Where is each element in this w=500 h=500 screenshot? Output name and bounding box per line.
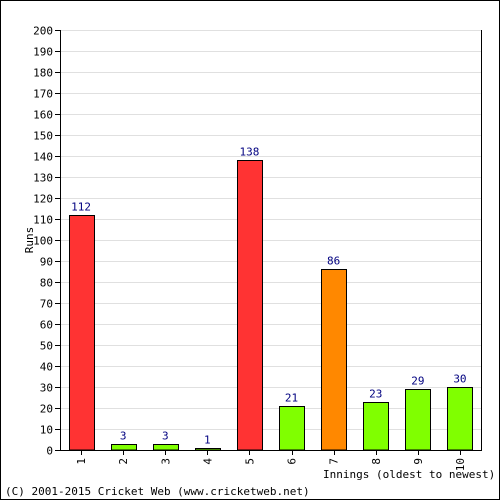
y-axis-label: Runs [23,227,36,254]
data-label: 23 [369,388,382,401]
y-tick-label: 50 [40,340,53,353]
y-tick-label: 0 [46,445,53,458]
y-tick-label: 180 [33,67,53,80]
y-tick-label: 110 [33,214,53,227]
x-tick-label: 8 [370,458,383,465]
gridlines [60,30,481,430]
x-tick-label: 1 [75,458,88,465]
y-tick-label: 100 [33,235,53,248]
bar [153,444,179,451]
x-tick-label: 7 [328,458,341,465]
data-label: 3 [120,430,127,443]
data-label: 3 [162,430,169,443]
x-tick-label: 2 [117,458,130,465]
y-tick-label: 160 [33,109,53,122]
y-tick-label: 60 [40,319,53,332]
bar [195,448,221,451]
data-label: 21 [285,392,298,405]
y-tick-label: 70 [40,298,53,311]
x-tick-label: 3 [159,458,172,465]
bars [69,160,473,451]
data-labels: 112 3 3 1 138 21 86 23 29 30 [71,146,466,447]
bar [69,215,95,451]
data-label: 29 [411,375,424,388]
y-tick-label: 200 [33,25,53,38]
y-tick-label: 140 [33,151,53,164]
x-tick-label: 9 [412,458,425,465]
bar [447,387,473,451]
data-label: 138 [240,146,260,159]
data-label: 30 [453,373,466,386]
y-tick-label: 20 [40,403,53,416]
data-label: 1 [204,434,211,447]
y-axis-ticks: 0 10 20 30 40 50 60 70 80 90 100 110 120 130 140 150 160… [33,25,60,458]
data-label: 112 [71,201,91,214]
copyright-footer: (C) 2001-2015 Cricket Web (www.cricketwe… [5,485,310,498]
y-tick-label: 30 [40,382,53,395]
y-tick-label: 40 [40,361,53,374]
x-tick-label: 6 [286,458,299,465]
x-tick-label: 10 [454,458,467,471]
y-tick-label: 170 [33,88,53,101]
bar [405,389,431,451]
x-axis-label: Innings (oldest to newest) [323,468,495,481]
bar [321,269,347,451]
y-tick-label: 120 [33,193,53,206]
y-tick-label: 10 [40,424,53,437]
x-tick-label: 5 [243,458,256,465]
data-label: 86 [327,255,340,268]
bar [363,402,389,451]
y-tick-label: 190 [33,46,53,59]
bar [279,406,305,451]
y-tick-label: 80 [40,277,53,290]
y-tick-label: 130 [33,172,53,185]
y-tick-label: 90 [40,256,53,269]
bar [111,444,137,451]
y-tick-label: 150 [33,130,53,143]
x-axis-ticks: 1 2 3 4 5 6 7 8 9 10 [75,450,467,471]
x-tick-label: 4 [201,458,214,465]
bar [237,160,263,451]
